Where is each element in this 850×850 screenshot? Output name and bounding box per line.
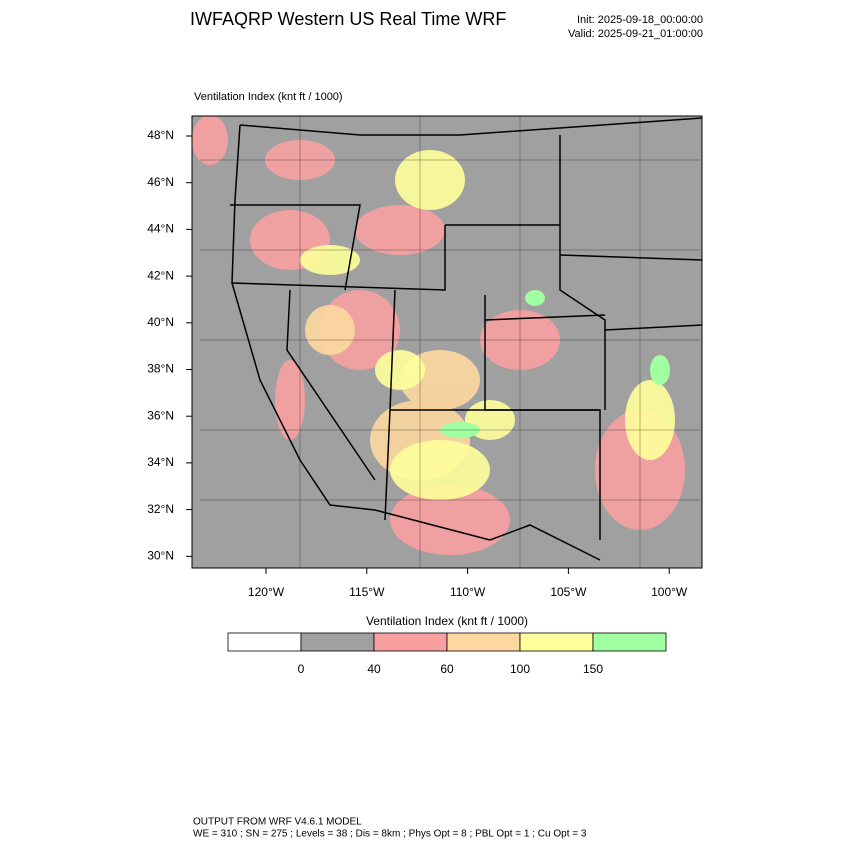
colorbar-tick-label: 60 [440,662,454,676]
lon-labels: 120°W 115°W 110°W 105°W 100°W [248,568,688,599]
colorbar-tick-label: 150 [583,662,603,676]
lat-label: 30°N [147,548,174,562]
lon-label: 115°W [349,585,385,599]
colorbar-title: Ventilation Index (knt ft / 1000) [366,614,528,628]
map [192,116,702,568]
colorbar-box [373,632,448,652]
title: IWFAQRP Western US Real Time WRF [190,9,506,29]
map-frame [191,115,703,569]
colorbar-tick-label: 100 [510,662,530,676]
init-time: Init: 2025-09-18_00:00:00 [577,14,703,26]
colorbar: 0 40 60 100 150 [227,632,667,676]
colorbar-box [592,632,667,652]
colorbar-box [227,632,302,652]
plot-label: Ventilation Index (knt ft / 1000) [194,91,343,103]
lon-label: 100°W [651,585,688,599]
lat-label: 32°N [147,502,174,516]
lat-label: 42°N [147,268,174,282]
lon-label: 120°W [248,585,285,599]
valid-time: Valid: 2025-09-21_01:00:00 [568,28,703,40]
lat-label: 48°N [147,128,174,142]
colorbar-tick-label: 0 [298,662,305,676]
colorbar-tick-label: 40 [367,662,381,676]
lat-label: 36°N [147,408,174,422]
colorbar-box [519,632,594,652]
lon-label: 105°W [550,585,587,599]
lat-labels: 48°N 46°N 44°N 42°N 40°N 38°N 36°N 34°N 32°N 30°N [147,128,192,562]
lat-label: 38°N [147,362,174,376]
colorbar-box [446,632,521,652]
lat-label: 40°N [147,315,174,329]
colorbar-box [300,632,375,652]
lat-label: 34°N [147,455,174,469]
lat-label: 46°N [147,175,174,189]
footer-line: WE = 310 ; SN = 275 ; Levels = 38 ; Dis … [193,829,587,840]
lat-label: 44°N [147,222,174,236]
lon-label: 110°W [450,585,486,599]
footer-line: OUTPUT FROM WRF V4.6.1 MODEL [193,817,362,828]
